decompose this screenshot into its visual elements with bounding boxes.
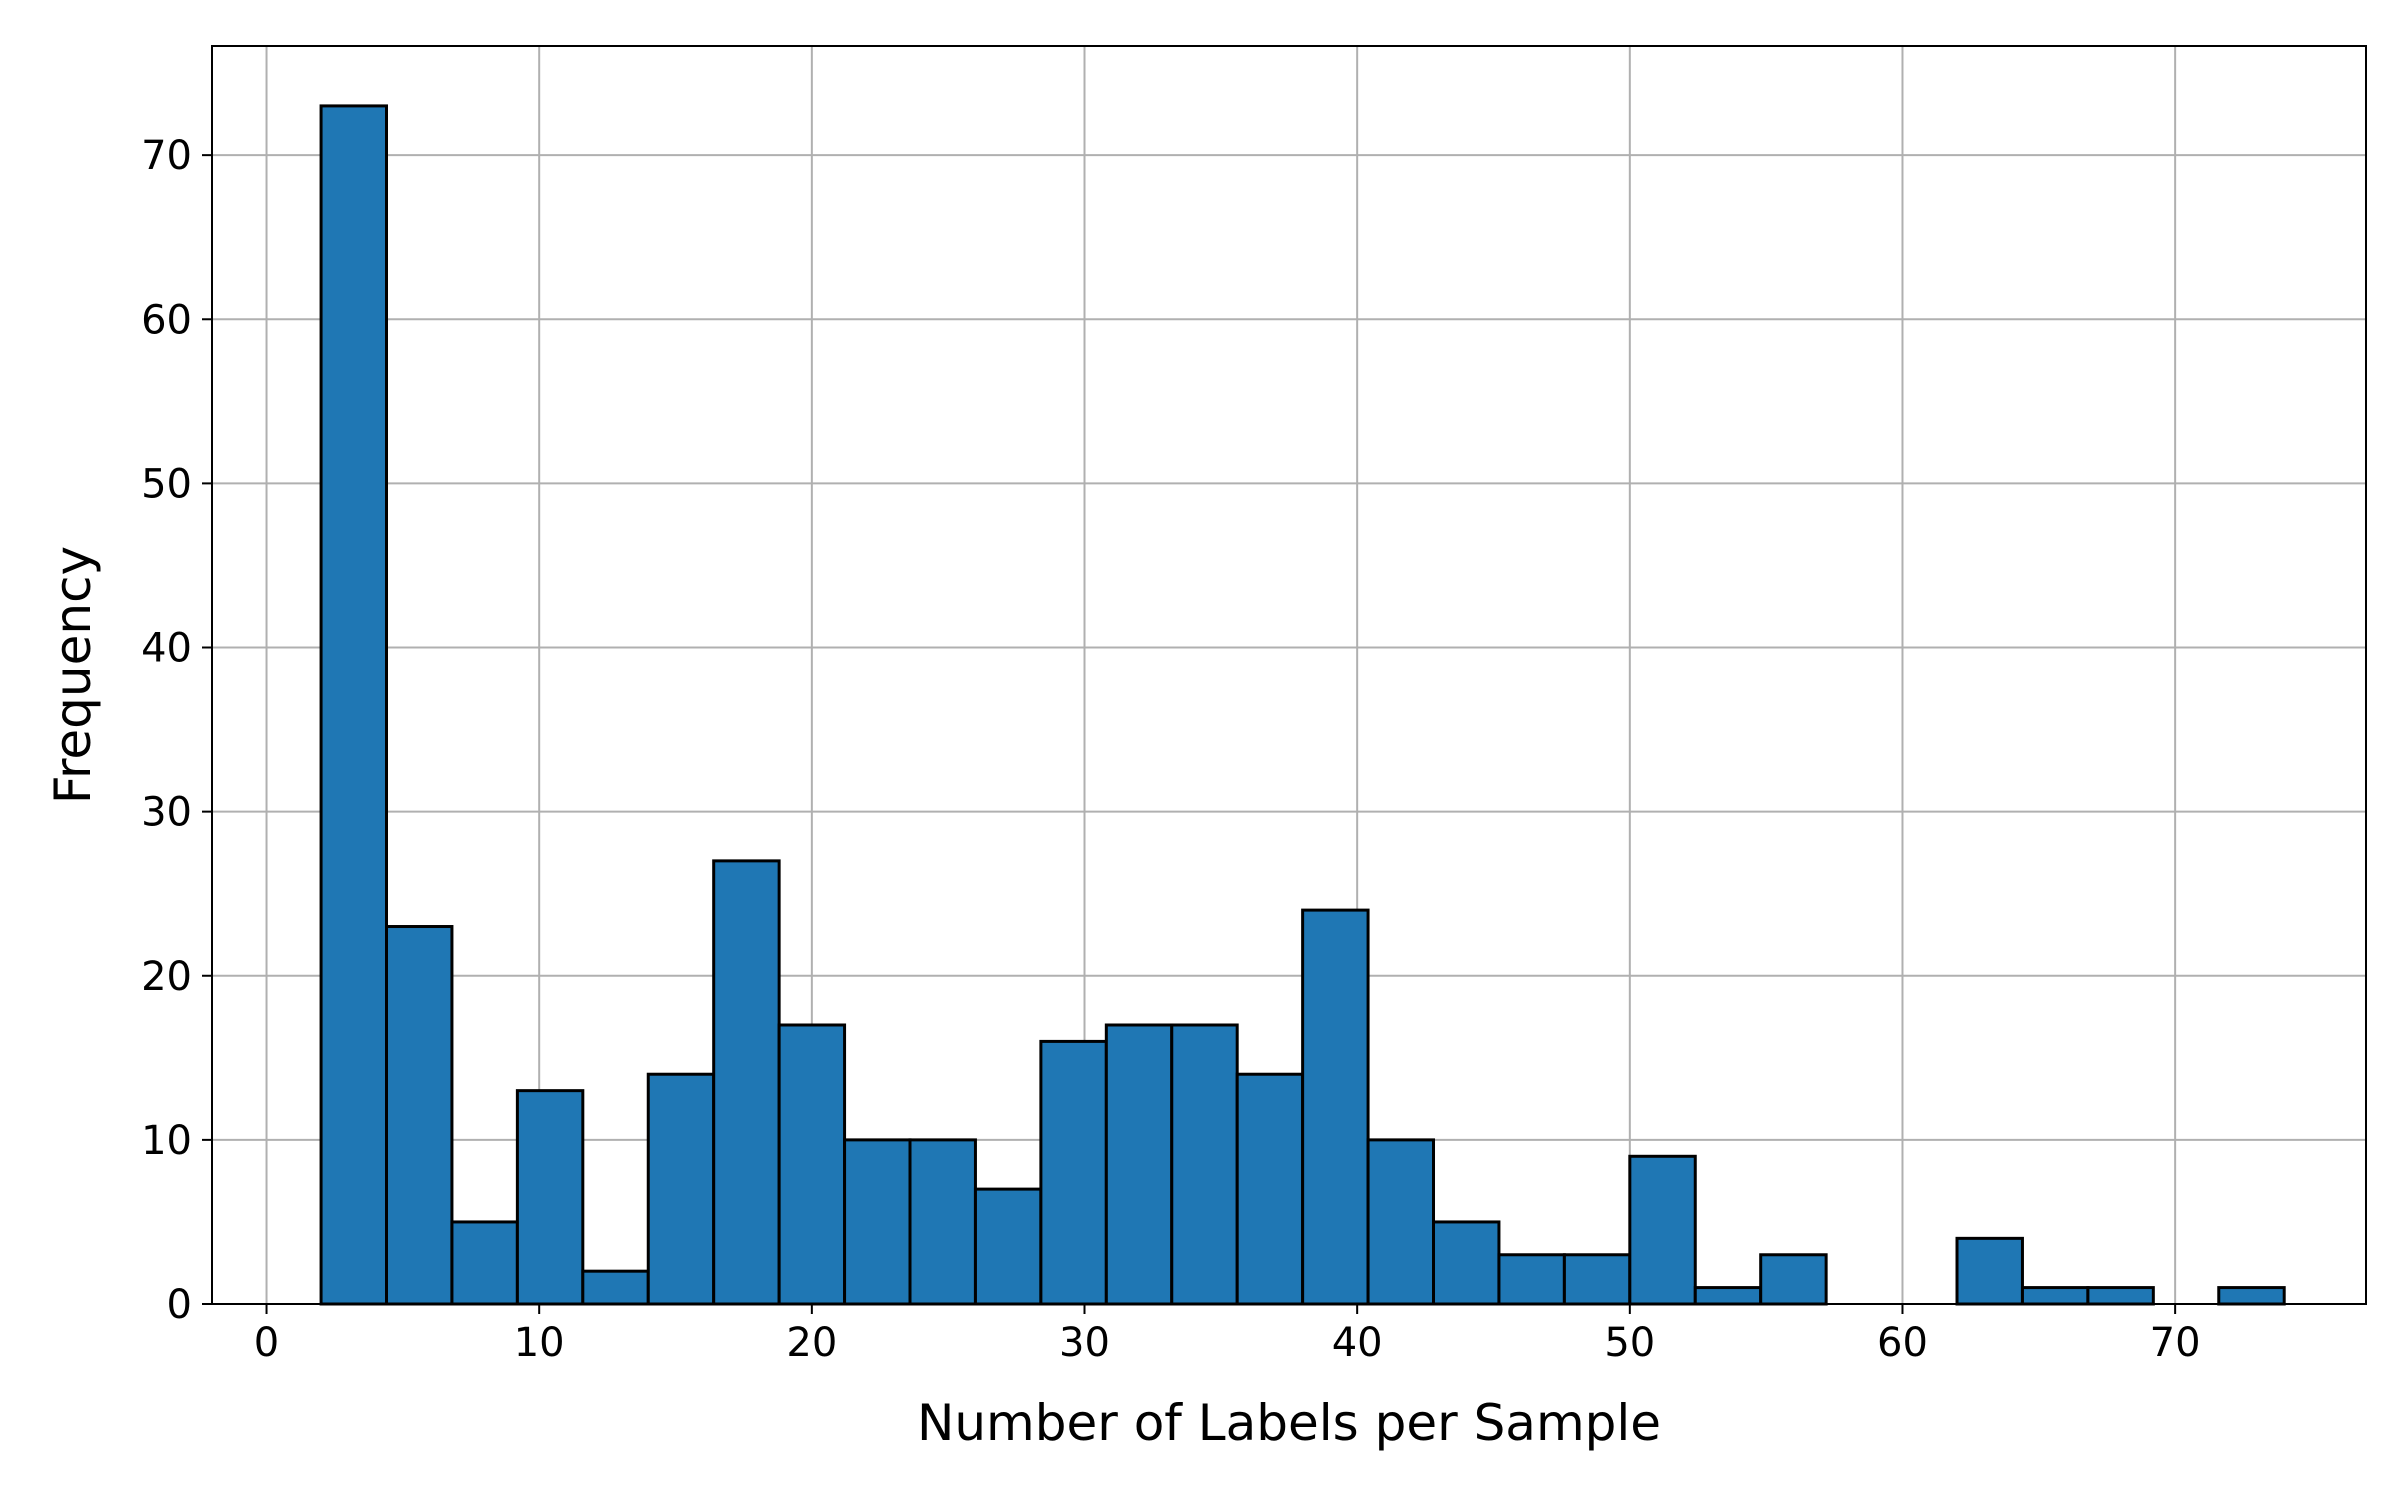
y-tick-label: 10 — [141, 1118, 192, 1164]
plot-frame — [211, 45, 2367, 1305]
histogram-bar — [515, 1089, 585, 1306]
histogram-bar — [1759, 1253, 1828, 1306]
histogram-bar — [843, 1138, 912, 1306]
histogram-bar — [712, 859, 781, 1306]
histogram-bar — [1104, 1023, 1174, 1306]
histogram-bar — [1235, 1072, 1305, 1306]
x-axis-ticks: 0 10 20 30 40 50 60 70 — [254, 1304, 2201, 1366]
histogram-bar — [2086, 1286, 2155, 1306]
y-tick-label: 30 — [141, 790, 192, 836]
histogram-bar — [2217, 1286, 2286, 1306]
histogram-bar — [1432, 1220, 1501, 1306]
histogram-bar — [973, 1187, 1043, 1306]
x-tick-label: 50 — [1604, 1320, 1655, 1366]
histogram-bar — [1562, 1253, 1632, 1306]
histogram-bar — [777, 1023, 847, 1306]
histogram-bars — [319, 104, 2286, 1306]
y-axis-title: Frequency — [44, 546, 102, 804]
y-tick-label: 70 — [141, 133, 192, 179]
x-axis-title: Number of Labels per Sample — [917, 1394, 1661, 1452]
y-tick-label: 20 — [141, 954, 192, 1000]
histogram-bar — [1693, 1286, 1763, 1306]
histogram-bar — [908, 1138, 977, 1306]
x-tick-label: 60 — [1877, 1320, 1928, 1366]
histogram-bar — [1955, 1236, 2024, 1306]
x-tick-label: 20 — [786, 1320, 837, 1366]
histogram-bar — [2020, 1286, 2090, 1306]
histogram-bar — [1170, 1023, 1239, 1306]
y-tick-label: 0 — [167, 1282, 192, 1328]
histogram-bar — [319, 104, 389, 1306]
histogram-bar — [385, 925, 454, 1306]
y-tick-label: 40 — [141, 626, 192, 672]
histogram-bar — [581, 1269, 650, 1306]
y-tick-label: 60 — [141, 297, 192, 343]
y-tick-label: 50 — [141, 461, 192, 507]
histogram-bar — [450, 1220, 519, 1306]
histogram-bar — [646, 1072, 716, 1306]
x-tick-label: 10 — [514, 1320, 565, 1366]
histogram-bar — [1628, 1154, 1697, 1306]
x-tick-label: 70 — [2150, 1320, 2201, 1366]
histogram-bar — [1301, 908, 1370, 1306]
y-axis-ticks: 0 10 20 30 40 50 60 70 — [141, 133, 212, 1328]
x-tick-label: 40 — [1332, 1320, 1383, 1366]
x-tick-label: 30 — [1059, 1320, 1110, 1366]
histogram-bar — [1497, 1253, 1566, 1306]
x-tick-label: 0 — [254, 1320, 279, 1366]
histogram-bar — [1039, 1039, 1108, 1306]
histogram-bar — [1366, 1138, 1436, 1306]
